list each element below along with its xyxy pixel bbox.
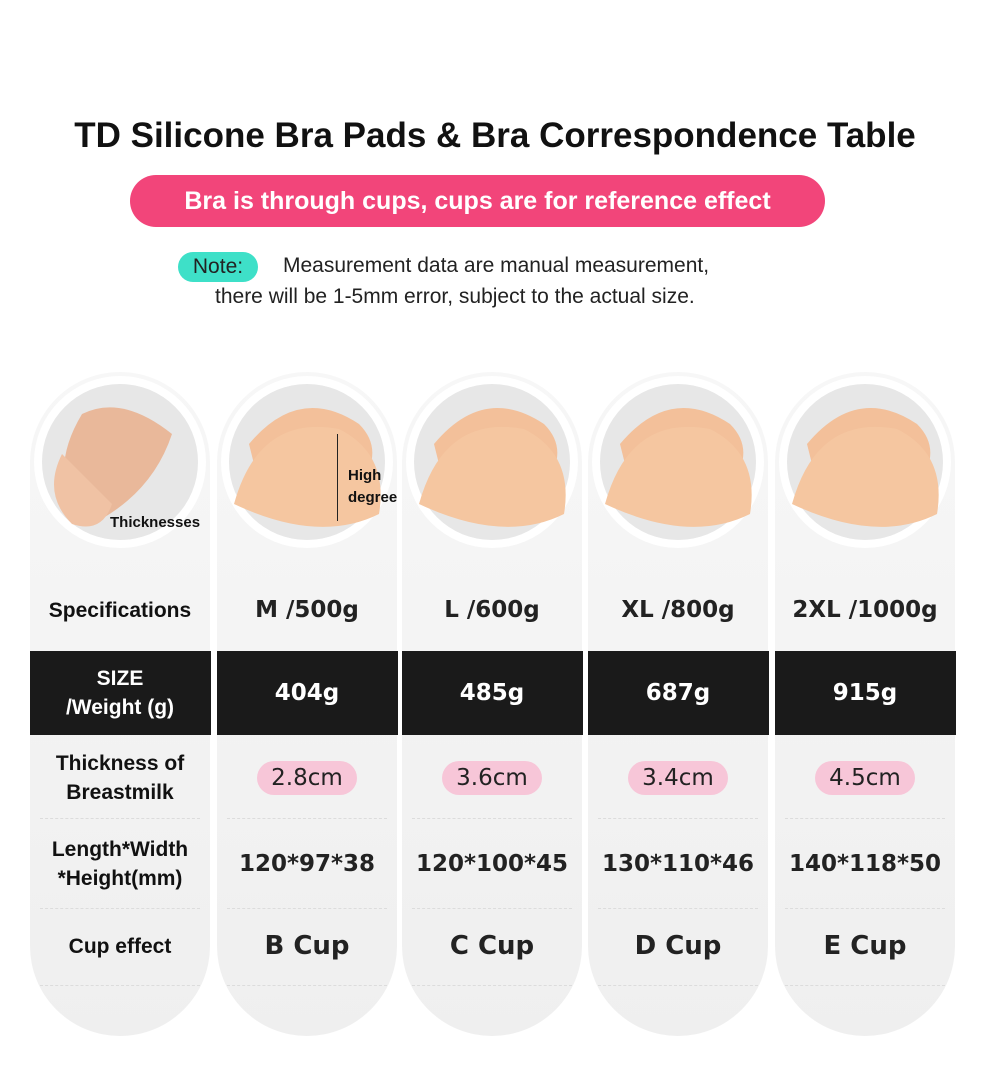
- cell: L /600g: [402, 580, 582, 640]
- row-label-line: Breastmilk: [66, 780, 174, 804]
- header-row-bg: [402, 651, 583, 735]
- divider: [227, 818, 387, 819]
- note-label: Note:: [178, 252, 258, 282]
- pad-image: [592, 376, 764, 548]
- cell: 2XL /1000g: [775, 580, 955, 640]
- cell: 404g: [217, 651, 397, 735]
- image-label-line: degree: [348, 489, 398, 506]
- header-row-bg: [775, 651, 956, 735]
- cell: 120*100*45: [402, 822, 582, 905]
- row-label: Cup effect: [30, 912, 210, 980]
- cell: 915g: [775, 651, 955, 735]
- cell: B Cup: [217, 912, 397, 980]
- thickness: 3.4cm: [628, 760, 728, 795]
- divider: [785, 908, 945, 909]
- cell: 2.8cm: [217, 740, 397, 815]
- row-label-line: Thickness of: [55, 751, 185, 775]
- row-label: Thickness of Breastmilk: [30, 740, 210, 815]
- dimensions: 140*118*50: [788, 850, 942, 877]
- header-row-bg: [217, 651, 398, 735]
- cell: 485g: [402, 651, 582, 735]
- cell: 3.6cm: [402, 740, 582, 815]
- weight: 485g: [459, 680, 525, 706]
- row-label-line: Specifications: [48, 598, 192, 622]
- divider: [227, 985, 387, 986]
- divider: [412, 985, 572, 986]
- pad-image: [34, 376, 206, 548]
- spec: XL /800g: [621, 597, 735, 623]
- cup: C Cup: [449, 931, 535, 961]
- note-line: Measurement data are manual measurement,: [283, 254, 710, 277]
- divider: [785, 818, 945, 819]
- header-row-bg: [588, 651, 769, 735]
- divider: [412, 818, 572, 819]
- row-label-line: SIZE: [96, 667, 144, 690]
- dimensions: 130*110*46: [601, 850, 755, 877]
- pad-image: [779, 376, 951, 548]
- thickness: 4.5cm: [815, 760, 915, 795]
- divider: [40, 985, 200, 986]
- dimensions: 120*100*45: [415, 850, 569, 877]
- cell: E Cup: [775, 912, 955, 980]
- cell: D Cup: [588, 912, 768, 980]
- image-label-line: High: [348, 467, 382, 484]
- spec: 2XL /1000g: [792, 597, 938, 623]
- cell: M /500g: [217, 580, 397, 640]
- header-row-bg: [30, 651, 211, 735]
- cell: XL /800g: [588, 580, 768, 640]
- cell: 4.5cm: [775, 740, 955, 815]
- divider: [412, 908, 572, 909]
- row-label-line: *Height(mm): [57, 866, 183, 890]
- height-marker: [337, 434, 338, 521]
- pad-image: [221, 376, 393, 548]
- cell: C Cup: [402, 912, 582, 980]
- cup: E Cup: [823, 931, 907, 961]
- cell: 687g: [588, 651, 768, 735]
- divider: [598, 818, 758, 819]
- title: TD Silicone Bra Pads & Bra Correspondenc…: [74, 116, 916, 155]
- divider: [227, 908, 387, 909]
- divider: [598, 908, 758, 909]
- thickness: 3.6cm: [442, 760, 542, 795]
- image-label: High degree: [348, 465, 397, 509]
- row-label-line: /Weight (g): [65, 696, 175, 719]
- row-label: Specifications: [30, 580, 210, 640]
- divider: [40, 818, 200, 819]
- row-label-line: Cup effect: [68, 934, 172, 958]
- pad-image: [406, 376, 578, 548]
- spec: M /500g: [255, 597, 359, 623]
- cell: 140*118*50: [775, 822, 955, 905]
- row-label: Length*Width *Height(mm): [30, 822, 210, 905]
- image-label: Thicknesses: [110, 514, 201, 531]
- banner: Bra is through cups, cups are for refere…: [130, 175, 825, 227]
- spec: L /600g: [444, 597, 540, 623]
- divider: [40, 908, 200, 909]
- weight: 687g: [645, 680, 711, 706]
- row-label: SIZE/Weight (g): [30, 651, 210, 735]
- weight: 915g: [832, 680, 898, 706]
- weight: 404g: [274, 680, 340, 706]
- thickness: 2.8cm: [257, 760, 357, 795]
- cell: 120*97*38: [217, 822, 397, 905]
- row-label-line: Length*Width: [51, 837, 189, 861]
- divider: [785, 985, 945, 986]
- cup: D Cup: [634, 931, 722, 961]
- note-line: there will be 1-5mm error, subject to th…: [215, 285, 695, 308]
- dimensions: 120*97*38: [238, 850, 376, 877]
- cell: 130*110*46: [588, 822, 768, 905]
- cell: 3.4cm: [588, 740, 768, 815]
- divider: [598, 985, 758, 986]
- cup: B Cup: [264, 931, 350, 961]
